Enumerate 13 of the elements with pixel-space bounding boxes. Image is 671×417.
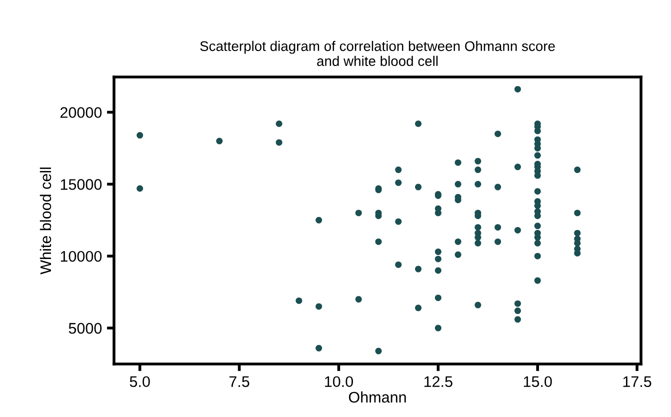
y-tick-label: 10000: [60, 250, 102, 262]
x-axis-title: Ohmann: [348, 391, 406, 403]
y-tick-label: 5000: [68, 322, 102, 334]
y-tick-label: 20000: [60, 107, 102, 118]
x-tick-label: 5.0: [130, 376, 150, 388]
y-axis-title: White blood cell: [40, 168, 52, 274]
chart-title: Scatterplot diagram of correlation between Ohmann score and white blood cell: [200, 40, 555, 66]
x-tick-label: 17.5: [623, 376, 652, 388]
y-tick-label: 15000: [60, 179, 102, 190]
x-tick-label: 15.0: [524, 376, 552, 388]
x-tick-label: 10.0: [325, 376, 353, 388]
x-tick-label: 12.5: [424, 376, 452, 388]
x-tick-label: 7.5: [229, 376, 250, 388]
